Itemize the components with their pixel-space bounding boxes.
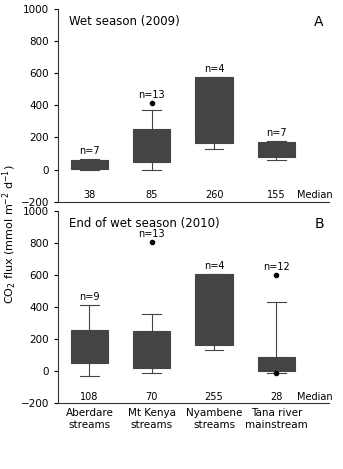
PathPatch shape — [196, 273, 233, 345]
PathPatch shape — [71, 159, 108, 169]
Text: n=13: n=13 — [139, 229, 165, 239]
Text: B: B — [314, 217, 324, 231]
Text: Wet season (2009): Wet season (2009) — [69, 15, 180, 28]
Text: Median: Median — [297, 392, 332, 402]
Text: 108: 108 — [80, 392, 99, 402]
Text: n=4: n=4 — [204, 64, 224, 74]
Text: Median: Median — [297, 190, 332, 200]
PathPatch shape — [133, 129, 170, 161]
Text: n=13: n=13 — [139, 90, 165, 100]
Text: 70: 70 — [145, 392, 158, 402]
PathPatch shape — [258, 356, 295, 371]
PathPatch shape — [71, 331, 108, 363]
Text: 28: 28 — [270, 392, 283, 402]
Text: 85: 85 — [145, 190, 158, 200]
Text: n=7: n=7 — [266, 128, 287, 138]
Text: 255: 255 — [205, 392, 223, 402]
Text: 260: 260 — [205, 190, 223, 200]
Text: n=12: n=12 — [263, 262, 290, 272]
Text: CO$_2$ flux (mmol m$^{-2}$ d$^{-1}$): CO$_2$ flux (mmol m$^{-2}$ d$^{-1}$) — [1, 165, 20, 304]
Text: A: A — [315, 15, 324, 29]
Text: n=7: n=7 — [79, 146, 100, 156]
PathPatch shape — [258, 142, 295, 157]
Text: 155: 155 — [267, 190, 286, 200]
PathPatch shape — [196, 76, 233, 143]
Text: 38: 38 — [83, 190, 96, 200]
Text: n=4: n=4 — [204, 261, 224, 271]
PathPatch shape — [133, 331, 170, 368]
Text: End of wet season (2010): End of wet season (2010) — [69, 217, 220, 230]
Text: n=9: n=9 — [79, 292, 100, 302]
